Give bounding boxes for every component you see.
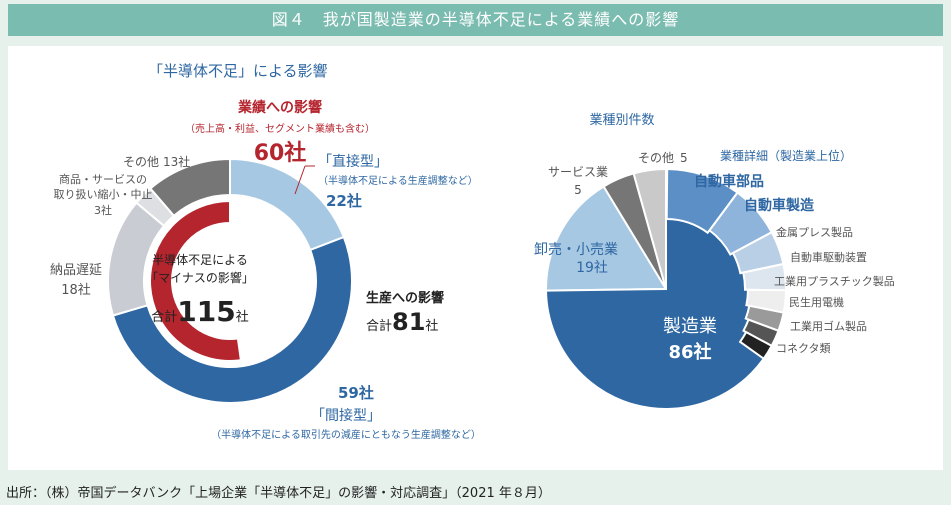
direct-label: 「直接型」: [318, 153, 388, 170]
shrink-label-line1: 商品・サービスの: [59, 172, 147, 186]
right-chart-title: 業種別件数: [589, 112, 654, 128]
production-label: 生産への影響: [366, 290, 444, 306]
other-label: その他 13社: [123, 154, 190, 169]
pie-other-label: その他 5: [638, 151, 688, 165]
center-total: 合計115社: [151, 295, 248, 328]
figure-title: 図４ 我が国製造業の半導体不足による業績への影響: [8, 4, 943, 36]
breakdown-item-4: 工業用プラスチック製品: [774, 274, 895, 288]
pie-service-label: サービス業: [548, 165, 608, 179]
breakdown-item-5: 民生用電機: [789, 295, 844, 309]
right-pie: [544, 167, 788, 410]
pie-retail-label: 卸売・小売業: [534, 242, 618, 258]
pie-service-value: 5: [574, 183, 582, 197]
breakdown-item-0: 自動車部品: [694, 173, 764, 190]
pie-breakdown-wedge-2: [731, 230, 785, 275]
pie-mfg-label: 製造業: [663, 316, 717, 337]
pie-retail-value: 19社: [576, 260, 608, 276]
outer-ring-segment-1: [111, 235, 353, 404]
chart-panel: 「半導体不足」による影響 業績への影響 （売上高・利益、セグメント業績も含む） …: [8, 46, 943, 470]
center-line2: 「マイナスの影響」: [146, 270, 254, 285]
delay-label: 納品遅延: [50, 263, 102, 278]
production-total: 合計81社: [366, 308, 438, 336]
direct-value: 22社: [326, 192, 362, 210]
breakdown-item-6: 工業用ゴム製品: [790, 319, 867, 333]
pie-breakdown-wedge-3: [742, 262, 787, 292]
inner-leader-b: [294, 165, 306, 195]
pie-slice-retail: [545, 185, 668, 292]
inner-ring-segment-0: [149, 199, 243, 362]
center-line1: 半導体不足による: [152, 253, 248, 267]
breakdown-item-2: 金属プレス製品: [776, 225, 853, 239]
source-note: 出所：（株）帝国データバンク「上場企業「半導体不足」の影響・対応調査」（2021…: [6, 486, 551, 501]
breakdown-item-1: 自動車製造: [744, 197, 814, 214]
left-chart-title: 「半導体不足」による影響: [148, 62, 328, 80]
outer-ring-segment-4: [149, 157, 231, 218]
indirect-note: （半導体不足による取引先の減産にともなう生産調整など）: [211, 428, 481, 441]
breakdown-item-3: 自動車駆動装置: [790, 250, 867, 264]
breakdown-item-7: コネクタ類: [776, 342, 831, 355]
pie-breakdown-wedge-7: [738, 330, 774, 361]
shrink-label-line2: 取り扱い縮小・中止: [54, 187, 153, 201]
indirect-label: 「間接型」: [311, 407, 381, 424]
charts-svg: 「半導体不足」による影響 業績への影響 （売上高・利益、セグメント業績も含む） …: [50, 62, 895, 441]
pie-mfg-value: 86社: [668, 341, 711, 363]
pie-breakdown-wedge-6: [742, 318, 780, 348]
direct-note: （半導体不足による生産調整など）: [318, 174, 478, 187]
inner-series-value: 60社: [254, 140, 307, 166]
pie-breakdown-wedge-5: [744, 304, 785, 333]
indirect-value: 59社: [338, 384, 374, 402]
breakdown-title: 業種詳細（製造業上位）: [720, 148, 852, 163]
shrink-value: 3社: [94, 203, 112, 217]
delay-value: 18社: [61, 282, 91, 298]
left-ring: [107, 157, 353, 404]
inner-series-note: （売上高・利益、セグメント業績も含む）: [185, 122, 375, 135]
inner-series-name: 業績への影響: [237, 99, 322, 116]
